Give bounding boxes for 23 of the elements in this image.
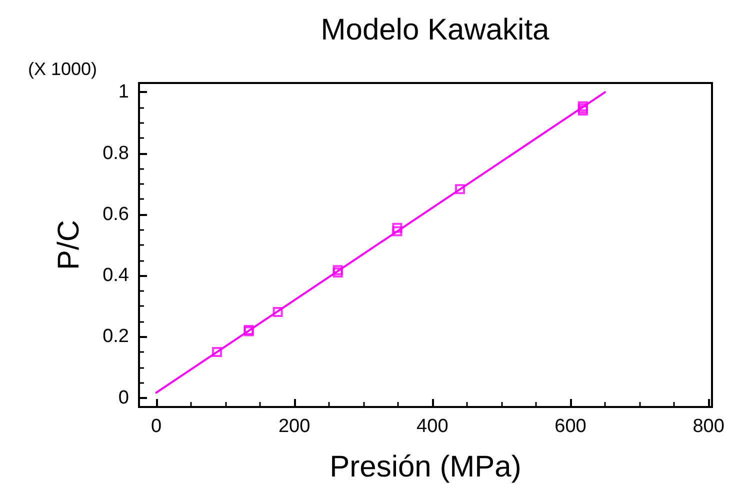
x-axis-title: Presión (MPa) xyxy=(330,450,522,484)
point xyxy=(392,226,402,236)
point xyxy=(332,265,343,276)
x-tick-label: 200 xyxy=(278,416,310,437)
y-tick-label: 0 xyxy=(118,387,129,408)
point xyxy=(332,268,343,278)
y-tick-label: 1 xyxy=(118,82,129,103)
chart-title: Modelo Kawakita xyxy=(320,14,550,46)
y-tick-label: 0.6 xyxy=(102,204,129,225)
text: (X 1000) xyxy=(28,59,98,79)
point xyxy=(392,222,402,233)
y-tick-label: 0.4 xyxy=(102,265,130,286)
x-tick-label: 600 xyxy=(554,416,586,437)
point xyxy=(455,184,466,194)
y-axis-title: P/C xyxy=(52,220,86,270)
point xyxy=(578,106,588,116)
y-tick-label: 0.2 xyxy=(102,326,129,348)
x-tick-label: 0 xyxy=(150,416,162,437)
x-tick-label: 400 xyxy=(416,416,448,437)
y-tick-label: 0.8 xyxy=(102,142,129,164)
point xyxy=(272,306,283,317)
point xyxy=(212,346,222,357)
x-tick-label: 800 xyxy=(692,416,724,437)
